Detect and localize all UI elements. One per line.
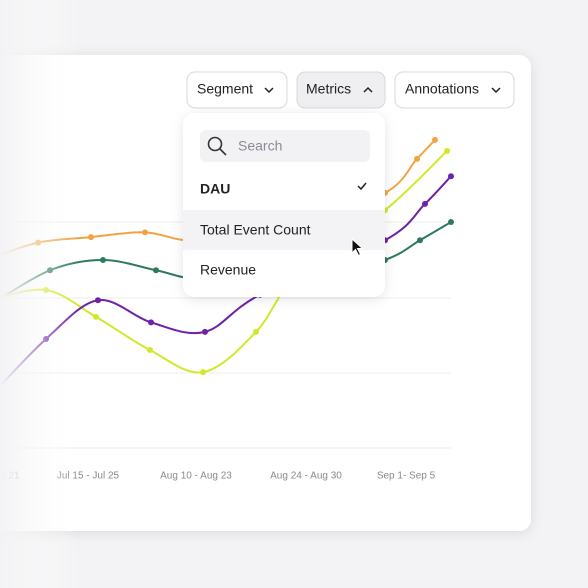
search-box[interactable]: Search [200, 130, 370, 162]
item-label: Revenue [200, 262, 256, 278]
data-point [448, 173, 454, 180]
item-label: DAU [200, 181, 230, 197]
data-point [417, 237, 423, 244]
data-point [148, 319, 154, 326]
menu-item[interactable]: Total Event Count [183, 210, 385, 250]
data-point [200, 369, 206, 376]
data-point [448, 219, 454, 226]
data-point [142, 229, 148, 236]
data-point [88, 234, 94, 241]
button-label: Metrics [306, 81, 351, 97]
data-point [93, 313, 99, 320]
data-point [253, 328, 259, 335]
data-point [414, 155, 420, 162]
x-tick-label: Jul 15 - Jul 25 [57, 471, 120, 482]
data-point [147, 347, 153, 354]
segment-button[interactable]: Segment [186, 71, 288, 109]
data-point [153, 267, 159, 274]
search-placeholder: Search [238, 138, 282, 154]
x-tick-label: Aug 24 - Aug 30 [270, 471, 342, 482]
x-tick-label: Aug 10 - Aug 23 [160, 471, 232, 482]
data-point [202, 328, 208, 335]
button-label: Segment [197, 81, 253, 97]
annotations-button[interactable]: Annotations [394, 71, 515, 109]
menu-item[interactable]: Revenue [200, 262, 256, 278]
dropdown: Search DAU Total Event Count Revenue [183, 113, 385, 297]
menu-item[interactable]: DAU [200, 181, 367, 197]
cursor [351, 237, 364, 257]
data-point [422, 200, 428, 207]
metrics-button[interactable]: Metrics [296, 71, 386, 109]
data-point [95, 297, 101, 304]
item-label: Total Event Count [200, 222, 311, 238]
left-fade [0, 0, 80, 588]
x-tick-label: Sep 1- Sep 5 [377, 471, 436, 482]
data-point [100, 256, 106, 263]
data-point [444, 147, 450, 154]
data-point [432, 136, 438, 143]
button-label: Annotations [405, 81, 479, 97]
